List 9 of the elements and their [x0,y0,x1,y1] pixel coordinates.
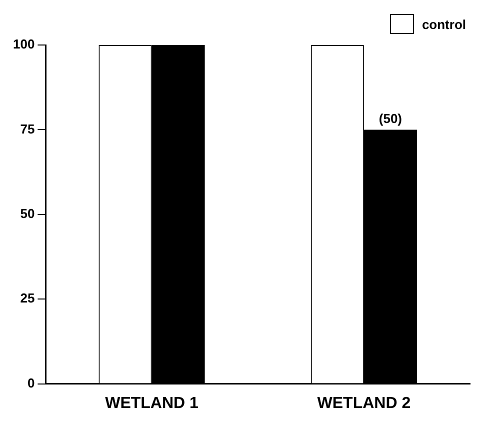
annotation: (50) [378,110,402,126]
x-tick-label: WETLAND 2 [317,394,411,412]
y-tick-label: 25 [20,290,35,306]
y-tick-label: 50 [20,206,35,221]
text: control [422,16,466,32]
x-tick-label: WETLAND 1 [105,394,199,412]
y-tick-label: 0 [27,375,35,390]
y-tick-label: 100 [12,36,35,52]
y-tick-label: 75 [20,121,35,136]
